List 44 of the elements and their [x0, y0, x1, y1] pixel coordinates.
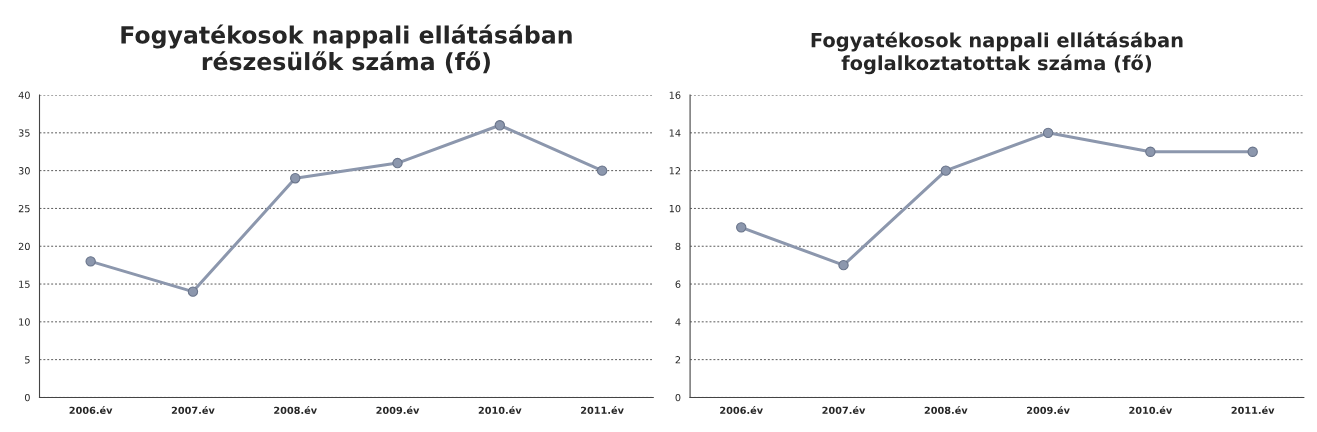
y-tick-label: 0	[24, 393, 30, 402]
x-tick-label: 2009.év	[376, 406, 420, 414]
y-tick-label: 0	[675, 393, 681, 402]
point	[940, 165, 952, 176]
y-tick-label: 30	[18, 167, 30, 175]
y-tick-label: 35	[18, 129, 30, 137]
chart-title: Fogyatékosok nappali ellátásában részesülők száma (fő)	[121, 24, 572, 74]
y-tick-label: 2	[675, 356, 681, 364]
x-tick-label: 2010.év	[478, 406, 522, 414]
point	[736, 222, 747, 233]
x-tick-label: 2009.év	[1027, 406, 1070, 414]
x-tick-label: 2008.év	[924, 406, 968, 414]
y-tick-label: 10	[19, 318, 30, 326]
y-tick-label: 12	[669, 167, 681, 175]
y-tick-label: 25	[18, 204, 30, 213]
point	[85, 256, 96, 267]
x-tick-label: 2007.év	[822, 406, 866, 414]
x-tick-label: 2006.év	[720, 406, 763, 414]
x-tick-label: 2011.év	[1231, 406, 1275, 414]
x-tick-label: 2006.év	[69, 406, 113, 414]
point	[1145, 146, 1156, 157]
y-tick-label: 14	[669, 129, 681, 137]
y-tick-label: 16	[669, 91, 681, 99]
y-tick-label: 4	[675, 318, 681, 326]
y-tick-label: 8	[675, 242, 681, 251]
point	[1247, 146, 1258, 157]
point	[392, 157, 403, 169]
y-tick-label: 15	[19, 280, 30, 288]
point	[290, 172, 301, 184]
x-tick-label: 2008.év	[274, 406, 317, 414]
x-tick-label: 2007.év	[171, 406, 215, 414]
chart-title: Fogyatékosok nappali ellátásában foglalkoztatottak száma (fő)	[811, 31, 1183, 75]
point	[838, 259, 849, 271]
y-tick-label: 5	[25, 356, 30, 364]
y-tick-label: 6	[675, 280, 681, 288]
y-tick-label: 10	[669, 204, 681, 213]
point	[187, 286, 199, 297]
y-tick-label: 40	[18, 91, 30, 99]
point	[1042, 127, 1054, 139]
x-tick-label: 2010.év	[1129, 406, 1173, 414]
point	[494, 120, 506, 131]
y-tick-label: 20	[18, 242, 30, 251]
point	[596, 165, 608, 176]
x-tick-label: 2011.év	[581, 406, 624, 414]
